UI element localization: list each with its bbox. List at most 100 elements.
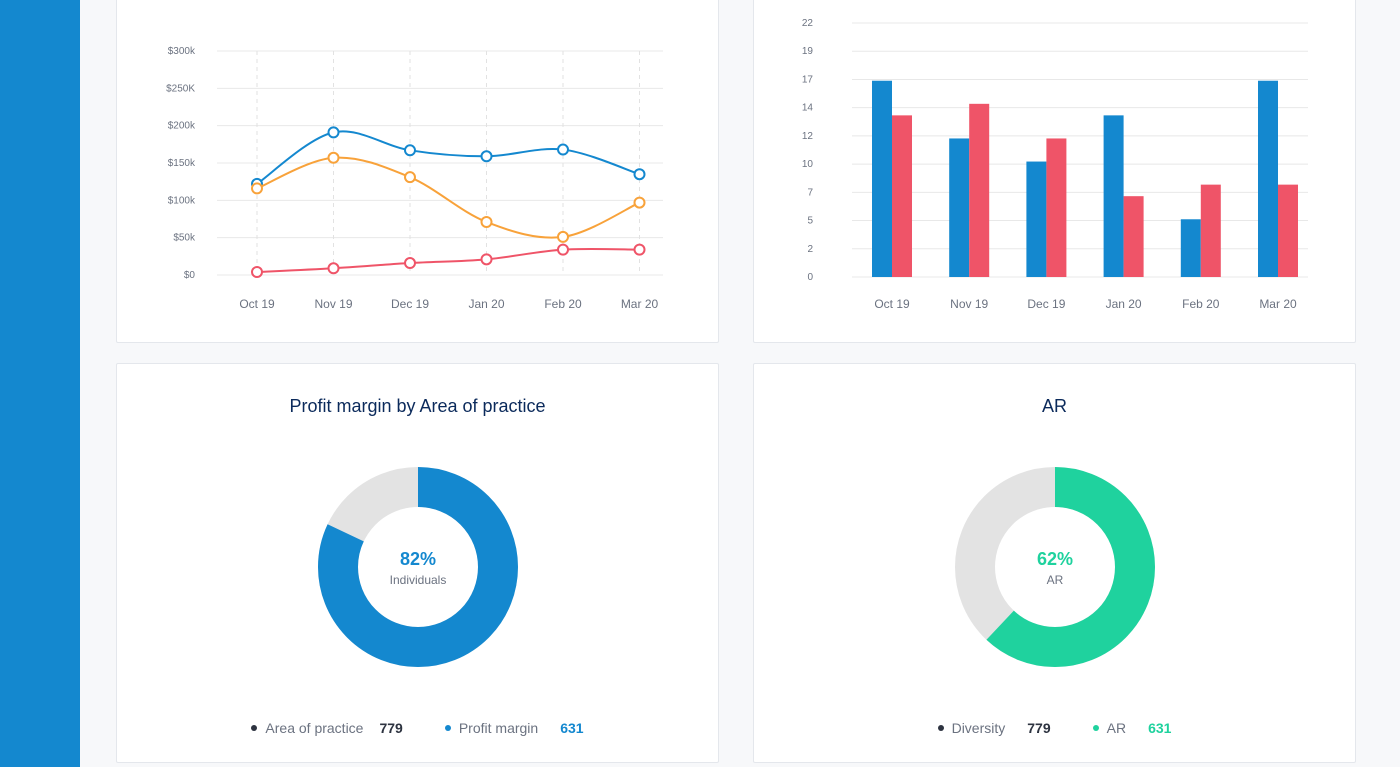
donut-svg	[318, 467, 518, 667]
legend-item[interactable]: Diversity 779	[937, 720, 1051, 736]
data-point	[480, 253, 493, 266]
x-tick-label: Dec 19	[391, 297, 429, 311]
donut-chart: 82% Individuals	[318, 467, 518, 667]
profit-margin-card: Profit margin by Area of practice 82% In…	[116, 363, 719, 763]
data-point	[327, 151, 340, 164]
bar	[969, 103, 990, 278]
y-tick-label: $100k	[168, 195, 196, 206]
y-tick-label: 22	[802, 18, 814, 29]
donut-center: 62% AR	[955, 467, 1155, 667]
data-point	[404, 144, 416, 157]
x-tick-label: Dec 19	[1027, 297, 1065, 311]
bar-chart: 0 2 5 7 10 12 14 17 19 22 Oct 19 Nov 19 Dec 19 Jan 20…	[802, 18, 1308, 311]
legend-dot	[937, 725, 944, 731]
data-point	[480, 215, 493, 228]
data-point	[557, 230, 569, 243]
y-tick-label: 17	[802, 74, 814, 85]
series-line	[256, 247, 640, 274]
bar	[892, 115, 912, 277]
y-tick-label: 0	[807, 272, 813, 283]
sidebar	[0, 0, 80, 767]
ar-card: AR 62% AR Diversity 779 AR 631	[753, 363, 1356, 763]
legend-dot	[1092, 725, 1099, 731]
x-tick-label: Jan 20	[468, 297, 504, 311]
y-tick-label: $0	[184, 270, 196, 281]
data-point	[327, 262, 340, 275]
donut-legend: Diversity 779 AR 631	[754, 720, 1355, 736]
donut-sublabel: AR	[1046, 572, 1064, 587]
legend-value: 779	[379, 720, 403, 736]
y-tick-label: $200k	[168, 121, 196, 132]
x-tick-label: Feb 20	[544, 297, 582, 311]
data-point	[633, 243, 646, 256]
x-tick-label: Feb 20	[1182, 297, 1220, 311]
y-tick-label: 2	[807, 244, 813, 255]
donut-chart: 62% AR	[955, 467, 1155, 667]
y-tick-label: 5	[807, 216, 813, 227]
legend-value: 631	[1148, 720, 1172, 736]
line-chart: $0 $50k $100k $150k $200k $250K $300k Oct 19 Nov…	[166, 46, 663, 311]
data-point	[327, 126, 340, 139]
donut-legend: Area of practice 779 Profit margin 631	[117, 720, 718, 736]
legend-label: Area of practice	[265, 720, 364, 736]
x-tick-label: Oct 19	[239, 297, 275, 311]
donut-title: AR	[1041, 396, 1067, 416]
bar-chart-card: 0 2 5 7 10 12 14 17 19 22 Oct 19 Nov 19 Dec 19 Jan 20…	[753, 0, 1356, 343]
donut-title: Profit margin by Area of practice	[289, 396, 546, 416]
legend-value: 779	[1027, 720, 1051, 736]
legend-value: 631	[560, 720, 584, 736]
legend-item[interactable]: Area of practice 779	[251, 720, 403, 736]
x-tick-label: Jan 20	[1106, 297, 1142, 311]
legend-label: Profit margin	[458, 720, 539, 736]
data-point	[480, 150, 493, 163]
data-point	[633, 168, 646, 181]
x-tick-label: Nov 19	[314, 297, 352, 311]
data-point	[633, 196, 646, 209]
bar	[1123, 196, 1144, 277]
data-point	[251, 182, 263, 195]
y-tick-label: $50k	[173, 233, 196, 244]
bar	[949, 138, 970, 277]
legend-item[interactable]: Profit margin 631	[444, 720, 584, 736]
y-tick-label: $150k	[168, 158, 196, 169]
donut-center: 82% Individuals	[318, 467, 518, 667]
data-point	[557, 243, 569, 256]
y-tick-label: $250K	[166, 83, 195, 94]
data-point	[404, 171, 416, 184]
donut-percent: 82%	[399, 548, 437, 569]
line-chart-card: $0 $50k $100k $150k $200k $250K $300k Oct 19 Nov…	[116, 0, 719, 343]
bar	[1180, 219, 1201, 277]
bar	[1046, 138, 1067, 277]
data-point	[404, 257, 416, 270]
bar	[1258, 80, 1278, 278]
legend-label: AR	[1106, 720, 1127, 736]
y-tick-label: 19	[802, 46, 814, 57]
y-tick-label: $300k	[168, 46, 196, 57]
y-tick-label: 10	[802, 159, 814, 170]
y-tick-label: 14	[802, 103, 814, 114]
data-point	[251, 266, 263, 279]
legend-item[interactable]: AR 631	[1092, 720, 1172, 736]
donut-sublabel: Individuals	[389, 572, 447, 587]
series-line	[256, 156, 640, 239]
donut-arc	[955, 467, 1155, 667]
donut-percent: 62%	[1036, 548, 1074, 569]
data-point	[557, 143, 569, 156]
bar	[872, 80, 892, 278]
bar	[1278, 184, 1298, 277]
x-tick-label: Mar 20	[1259, 297, 1297, 311]
donut-svg	[955, 467, 1155, 667]
legend-dot	[251, 725, 258, 731]
bar	[1103, 115, 1124, 277]
donut-arc	[318, 467, 518, 667]
x-tick-label: Oct 19	[874, 297, 910, 311]
legend-dot	[444, 725, 451, 731]
x-tick-label: Nov 19	[950, 297, 988, 311]
x-tick-label: Mar 20	[621, 297, 659, 311]
y-tick-label: 7	[807, 187, 813, 198]
bar	[1200, 184, 1221, 277]
bar	[1026, 161, 1047, 277]
series-line	[256, 130, 640, 185]
y-tick-label: 12	[802, 131, 814, 142]
legend-label: Diversity	[951, 720, 1006, 736]
